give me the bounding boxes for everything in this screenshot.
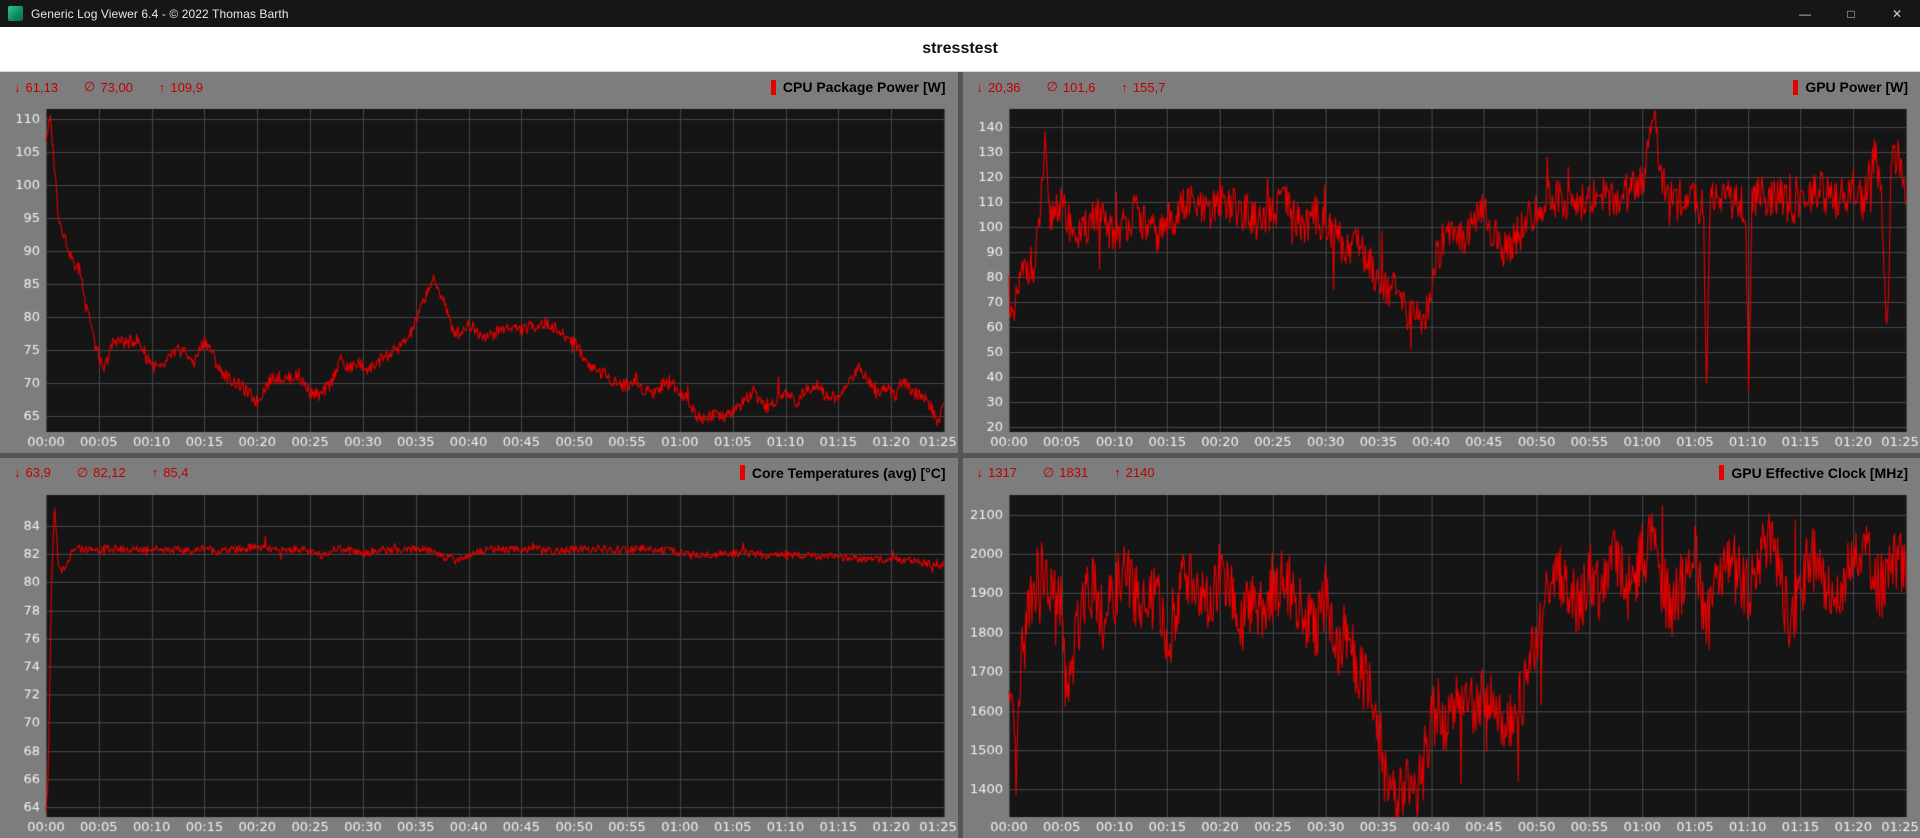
stat-max-value: 155,7 [1132, 79, 1166, 95]
min-arrow-icon: ↓ [976, 79, 984, 95]
chart-stats: ↓ 1317 ∅ 1831 ↑ 2140 [977, 465, 1155, 481]
chart-stats: ↓ 63,9 ∅ 82,12 ↑ 85,4 [14, 465, 189, 481]
chart-title-label: GPU Power [W] [1805, 79, 1908, 95]
series-color-bar-icon [1719, 465, 1725, 480]
chart-title-label: GPU Effective Clock [MHz] [1731, 464, 1908, 481]
max-arrow-icon: ↑ [1114, 465, 1121, 480]
stat-avg-value: 101,6 [1062, 79, 1096, 95]
stat-min-value: 20,36 [988, 79, 1021, 95]
chart-title-label: Core Temperatures (avg) [°C] [751, 464, 946, 481]
min-arrow-icon: ↓ [976, 465, 984, 480]
max-arrow-icon: ↑ [151, 465, 159, 480]
min-arrow-icon: ↓ [14, 79, 21, 95]
window-titlebar: Generic Log Viewer 6.4 - © 2022 Thomas B… [0, 0, 1920, 27]
charts-grid: ↓ 61,13 ∅ 73,00 ↑ 109,9 CPU Package Power [… [0, 72, 1920, 838]
stat-max-value: 109,9 [170, 79, 203, 95]
chart-title-label: CPU Package Power [W] [782, 79, 946, 95]
minimize-button[interactable]: — [1799, 6, 1811, 21]
chart-title: GPU Effective Clock [MHz] [1719, 465, 1908, 481]
stat-min: ↓ 1317 [977, 465, 1017, 481]
avg-icon: ∅ [84, 79, 96, 94]
stat-min-value: 61,13 [25, 79, 59, 95]
window-title: Generic Log Viewer 6.4 - © 2022 Thomas B… [31, 6, 289, 21]
stat-avg: ∅ 73,00 [84, 79, 133, 95]
chart-title: Core Temperatures (avg) [°C] [739, 464, 946, 481]
panel-header: ↓ 1317 ∅ 1831 ↑ 2140 GPU Effective Clock [M… [963, 458, 1920, 488]
stat-min-value: 1317 [988, 465, 1017, 480]
series-color-bar-icon [770, 79, 776, 95]
chart-title: GPU Power [W] [1793, 79, 1908, 95]
stat-max-value: 85,4 [163, 465, 189, 480]
stat-avg: ∅ 1831 [1043, 465, 1088, 481]
stat-avg: ∅ 82,12 [77, 465, 126, 481]
series-color-bar-icon [1793, 79, 1799, 95]
core-temperatures-chart[interactable] [0, 487, 958, 838]
chart-stats: ↓ 61,13 ∅ 73,00 ↑ 109,9 [14, 79, 203, 95]
stat-max: ↑ 2140 [1114, 465, 1154, 481]
stat-avg-value: 73,00 [100, 79, 133, 95]
panel-header: ↓ 61,13 ∅ 73,00 ↑ 109,9 CPU Package Power [… [0, 72, 958, 102]
close-button[interactable]: ✕ [1891, 6, 1903, 21]
gpu-effective-clock-chart[interactable] [962, 487, 1920, 838]
chart-panel-gpu-power: ↓ 20,36 ∅ 101,6 ↑ 155,7 GPU Power [W] [962, 72, 1920, 453]
min-arrow-icon: ↓ [14, 465, 21, 480]
chart-title: CPU Package Power [W] [770, 79, 946, 95]
series-color-bar-icon [739, 465, 745, 480]
stat-min: ↓ 20,36 [977, 79, 1021, 95]
stat-min-value: 63,9 [25, 465, 51, 480]
gpu-power-chart[interactable] [962, 102, 1920, 453]
stat-max-value: 2140 [1125, 465, 1155, 480]
app-icon [8, 6, 23, 21]
panel-header: ↓ 63,9 ∅ 82,12 ↑ 85,4 Core Temperatures (av… [0, 458, 958, 488]
stat-min: ↓ 61,13 [14, 79, 58, 95]
stat-max: ↑ 109,9 [159, 79, 203, 95]
stat-min: ↓ 63,9 [14, 465, 51, 481]
maximize-button[interactable]: □ [1847, 6, 1855, 21]
avg-icon: ∅ [76, 464, 89, 480]
chart-panel-gpu-clock: ↓ 1317 ∅ 1831 ↑ 2140 GPU Effective Clock [M… [962, 457, 1920, 838]
panel-header: ↓ 20,36 ∅ 101,6 ↑ 155,7 GPU Power [W] [963, 72, 1920, 102]
stat-avg-value: 82,12 [93, 465, 126, 480]
chart-panel-core-temperatures: ↓ 63,9 ∅ 82,12 ↑ 85,4 Core Temperatures (av… [0, 457, 958, 838]
document-title: stresstest [0, 27, 1920, 72]
stat-avg-value: 1831 [1059, 465, 1089, 480]
avg-icon: ∅ [1046, 79, 1058, 94]
avg-icon: ∅ [1042, 464, 1055, 480]
stat-max: ↑ 155,7 [1121, 79, 1165, 95]
stat-avg: ∅ 101,6 [1047, 79, 1096, 95]
cpu-package-power-chart[interactable] [0, 102, 958, 453]
chart-panel-cpu-power: ↓ 61,13 ∅ 73,00 ↑ 109,9 CPU Package Power [… [0, 72, 958, 453]
stat-max: ↑ 85,4 [152, 465, 189, 481]
max-arrow-icon: ↑ [1121, 79, 1128, 95]
max-arrow-icon: ↑ [158, 79, 166, 95]
chart-stats: ↓ 20,36 ∅ 101,6 ↑ 155,7 [977, 79, 1166, 95]
